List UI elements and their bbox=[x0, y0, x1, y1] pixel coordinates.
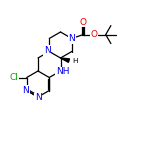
Text: O: O bbox=[91, 30, 98, 39]
Text: Cl: Cl bbox=[9, 73, 18, 82]
Text: N: N bbox=[44, 46, 51, 55]
Text: N: N bbox=[22, 86, 29, 95]
Text: H: H bbox=[73, 58, 78, 64]
Text: N: N bbox=[35, 93, 41, 102]
Text: O: O bbox=[80, 18, 87, 27]
Text: N: N bbox=[68, 34, 75, 43]
Text: NH: NH bbox=[56, 67, 69, 76]
Polygon shape bbox=[60, 58, 69, 62]
